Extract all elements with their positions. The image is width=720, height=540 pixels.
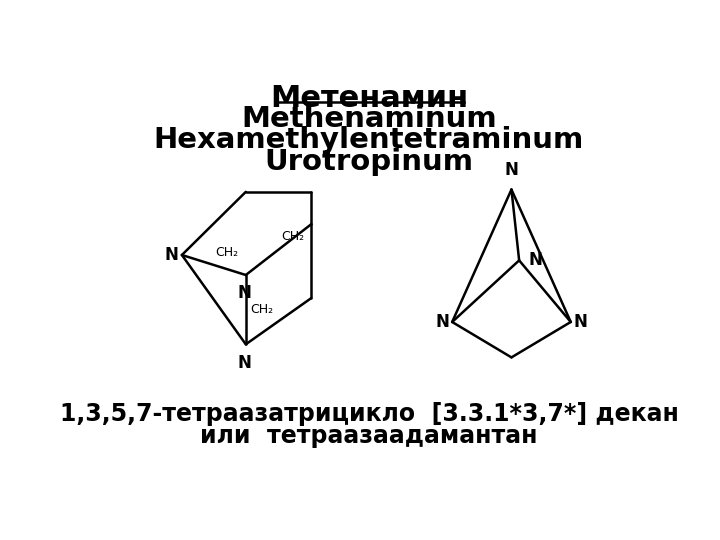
Text: N: N: [435, 313, 449, 331]
Text: N: N: [505, 161, 518, 179]
Text: N: N: [238, 284, 251, 302]
Text: N: N: [238, 354, 251, 372]
Text: или  тетраазаадамантан: или тетраазаадамантан: [200, 423, 538, 448]
Text: CH₂: CH₂: [251, 303, 274, 316]
Text: Метенамин: Метенамин: [270, 84, 468, 113]
Text: Hexamethylentetraminum: Hexamethylentetraminum: [154, 126, 584, 154]
Text: N: N: [165, 246, 179, 264]
Text: 1,3,5,7-тетраазатрицикло  [3.3.1*3,7*] декан: 1,3,5,7-тетраазатрицикло [3.3.1*3,7*] де…: [60, 402, 678, 426]
Text: CH₂: CH₂: [282, 231, 305, 244]
Text: N: N: [574, 313, 588, 331]
Text: CH₂: CH₂: [215, 246, 238, 259]
Text: Methenaminum: Methenaminum: [241, 105, 497, 133]
Text: N: N: [528, 252, 542, 269]
Text: Urotropinum: Urotropinum: [264, 148, 474, 176]
